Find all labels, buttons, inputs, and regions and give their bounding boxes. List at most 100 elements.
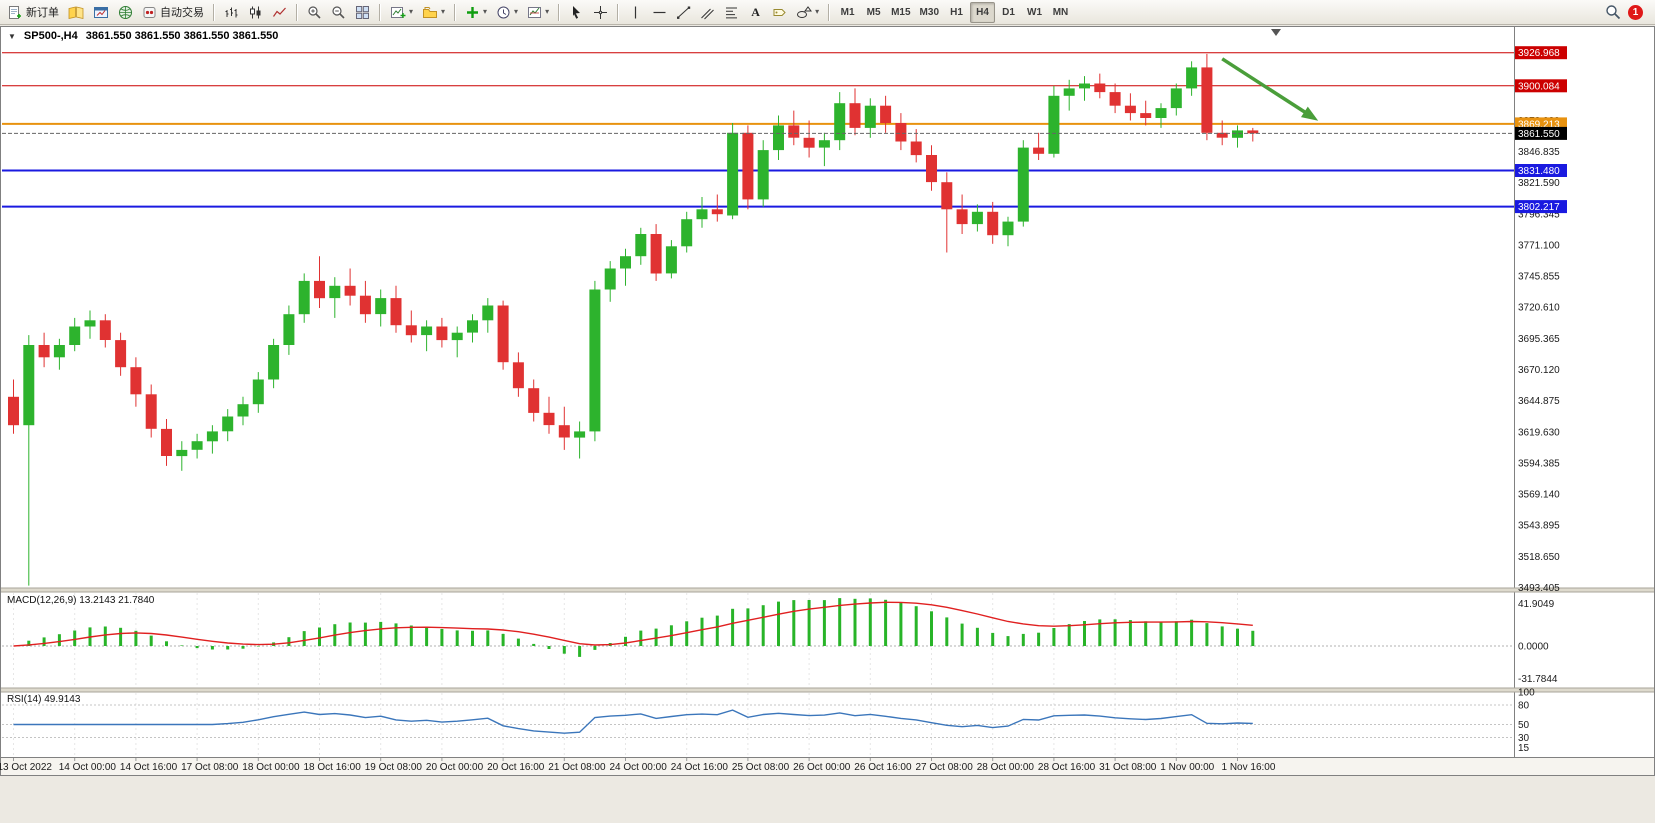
new-order-icon	[9, 5, 21, 19]
chart-title: ▼ SP500-,H4 3861.550 3861.550 3861.550 3…	[8, 30, 278, 42]
auto-trading-button[interactable]: 自动交易	[138, 2, 208, 23]
timeframe-h4-button[interactable]: H4	[970, 1, 995, 23]
trend-arrow-annotation[interactable]	[1221, 57, 1319, 121]
toolbar-separator	[296, 3, 298, 21]
price-scale[interactable]	[1515, 27, 1655, 757]
text-label-button[interactable]	[768, 2, 791, 23]
time-axis[interactable]	[0, 758, 1514, 775]
svg-text:3771.100: 3771.100	[1518, 241, 1560, 252]
svg-text:27 Oct 08:00: 27 Oct 08:00	[916, 762, 974, 773]
zoom-out-button[interactable]	[327, 2, 350, 23]
new-order-label: 新订单	[26, 7, 59, 19]
symbol-dropdown-icon[interactable]: ▼	[8, 31, 16, 41]
rsi-indicator-label: RSI(14) 49.9143	[7, 694, 81, 705]
globe-icon	[119, 5, 132, 19]
profiles-icon	[423, 6, 438, 18]
auto-trading-icon	[143, 6, 156, 18]
search-button[interactable]	[1601, 2, 1625, 23]
horizontal-line-button[interactable]	[648, 2, 671, 23]
svg-text:3861.550: 3861.550	[1518, 129, 1560, 140]
text-button[interactable]: A	[744, 2, 767, 23]
zoom-out-icon	[332, 5, 345, 19]
panel-splitter-rsi[interactable]	[0, 687, 1655, 693]
svg-text:3518.650: 3518.650	[1518, 552, 1560, 563]
candlestick-chart-icon	[250, 6, 261, 18]
svg-text:25 Oct 08:00: 25 Oct 08:00	[732, 762, 790, 773]
new-order-button[interactable]: 新订单	[4, 2, 63, 23]
vertical-line-button[interactable]	[624, 2, 647, 23]
svg-text:20 Oct 00:00: 20 Oct 00:00	[426, 762, 484, 773]
crosshair-icon	[594, 5, 608, 19]
ohlc-label: 3861.550 3861.550 3861.550 3861.550	[85, 30, 279, 42]
market-watch-button[interactable]	[64, 2, 88, 23]
notification-badge[interactable]: 1	[1628, 4, 1643, 20]
timeframe-h1-button[interactable]: H1	[944, 2, 969, 23]
main-toolbar: 新订单 自动交易	[0, 0, 1655, 25]
macd-histogram	[27, 598, 1255, 657]
periods-button[interactable]: ▾	[492, 2, 522, 23]
horizontal-line[interactable]: 3802.217	[2, 200, 1567, 214]
trendline-icon	[677, 6, 691, 19]
horizontal-line[interactable]: 3926.968	[2, 46, 1567, 60]
status-strip	[0, 776, 1655, 823]
svg-text:3493.405: 3493.405	[1518, 583, 1560, 594]
svg-text:3900.084: 3900.084	[1518, 81, 1560, 92]
text-tool-glyph: A	[751, 4, 760, 19]
svg-text:3695.365: 3695.365	[1518, 334, 1560, 345]
timeframe-mn-button[interactable]: MN	[1048, 2, 1073, 23]
svg-text:20 Oct 16:00: 20 Oct 16:00	[487, 762, 545, 773]
svg-text:3831.480: 3831.480	[1518, 166, 1560, 177]
panel-splitter-macd[interactable]	[0, 587, 1655, 593]
channel-button[interactable]	[696, 2, 719, 23]
bar-chart-icon	[225, 7, 238, 17]
svg-text:24 Oct 16:00: 24 Oct 16:00	[671, 762, 729, 773]
svg-text:28 Oct 16:00: 28 Oct 16:00	[1038, 762, 1096, 773]
chart-plot-area[interactable]	[2, 27, 1514, 588]
svg-text:3720.610: 3720.610	[1518, 303, 1560, 314]
timeframe-m1-button[interactable]: M1	[835, 2, 860, 23]
zoom-in-icon	[308, 5, 321, 19]
tile-windows-button[interactable]	[351, 2, 374, 23]
zoom-in-button[interactable]	[303, 2, 326, 23]
svg-text:18 Oct 00:00: 18 Oct 00:00	[242, 762, 300, 773]
fibonacci-button[interactable]	[720, 2, 743, 23]
add-indicator-icon	[467, 6, 479, 18]
caret-down-icon: ▾	[409, 7, 414, 16]
timeframe-m5-button[interactable]: M5	[861, 2, 886, 23]
candlestick-chart-button[interactable]	[244, 2, 267, 23]
symbol-label: SP500-,H4	[23, 30, 78, 42]
trendline-button[interactable]	[672, 2, 695, 23]
macd-signal-line	[13, 601, 1253, 647]
shapes-icon	[797, 5, 813, 18]
profiles-button[interactable]: ▾	[418, 2, 449, 23]
templates-button[interactable]: ▾	[523, 2, 553, 23]
timeframe-d1-button[interactable]: D1	[996, 2, 1021, 23]
toolbar-separator	[617, 3, 620, 21]
svg-text:3846.835: 3846.835	[1518, 147, 1560, 158]
timeframe-m30-button[interactable]: M30	[916, 2, 943, 23]
svg-text:3569.140: 3569.140	[1518, 490, 1560, 501]
timeframe-m15-button[interactable]: M15	[887, 2, 914, 23]
timeframe-w1-button[interactable]: W1	[1022, 2, 1047, 23]
web-terminal-button[interactable]	[114, 2, 137, 23]
bar-chart-button[interactable]	[220, 2, 243, 23]
cursor-button[interactable]	[565, 2, 588, 23]
caret-down-icon: ▾	[815, 7, 820, 16]
svg-text:15: 15	[1518, 743, 1530, 754]
shapes-button[interactable]: ▾	[792, 2, 823, 23]
svg-text:14 Oct 00:00: 14 Oct 00:00	[59, 762, 117, 773]
line-chart-button[interactable]	[268, 2, 291, 23]
current-price-line: 3861.550	[2, 126, 1567, 140]
svg-text:17 Oct 08:00: 17 Oct 08:00	[181, 762, 239, 773]
crosshair-button[interactable]	[589, 2, 612, 23]
svg-text:14 Oct 16:00: 14 Oct 16:00	[120, 762, 178, 773]
svg-text:30: 30	[1518, 733, 1530, 744]
auto-trading-label: 自动交易	[160, 7, 204, 19]
svg-text:3821.590: 3821.590	[1518, 178, 1560, 189]
chart-shift-marker[interactable]	[1271, 29, 1281, 36]
new-chart-button[interactable]: ▾	[386, 2, 417, 23]
chart-window-button[interactable]	[89, 2, 113, 23]
indicators-button[interactable]: ▾	[461, 2, 491, 23]
toolbar-separator	[213, 3, 215, 21]
